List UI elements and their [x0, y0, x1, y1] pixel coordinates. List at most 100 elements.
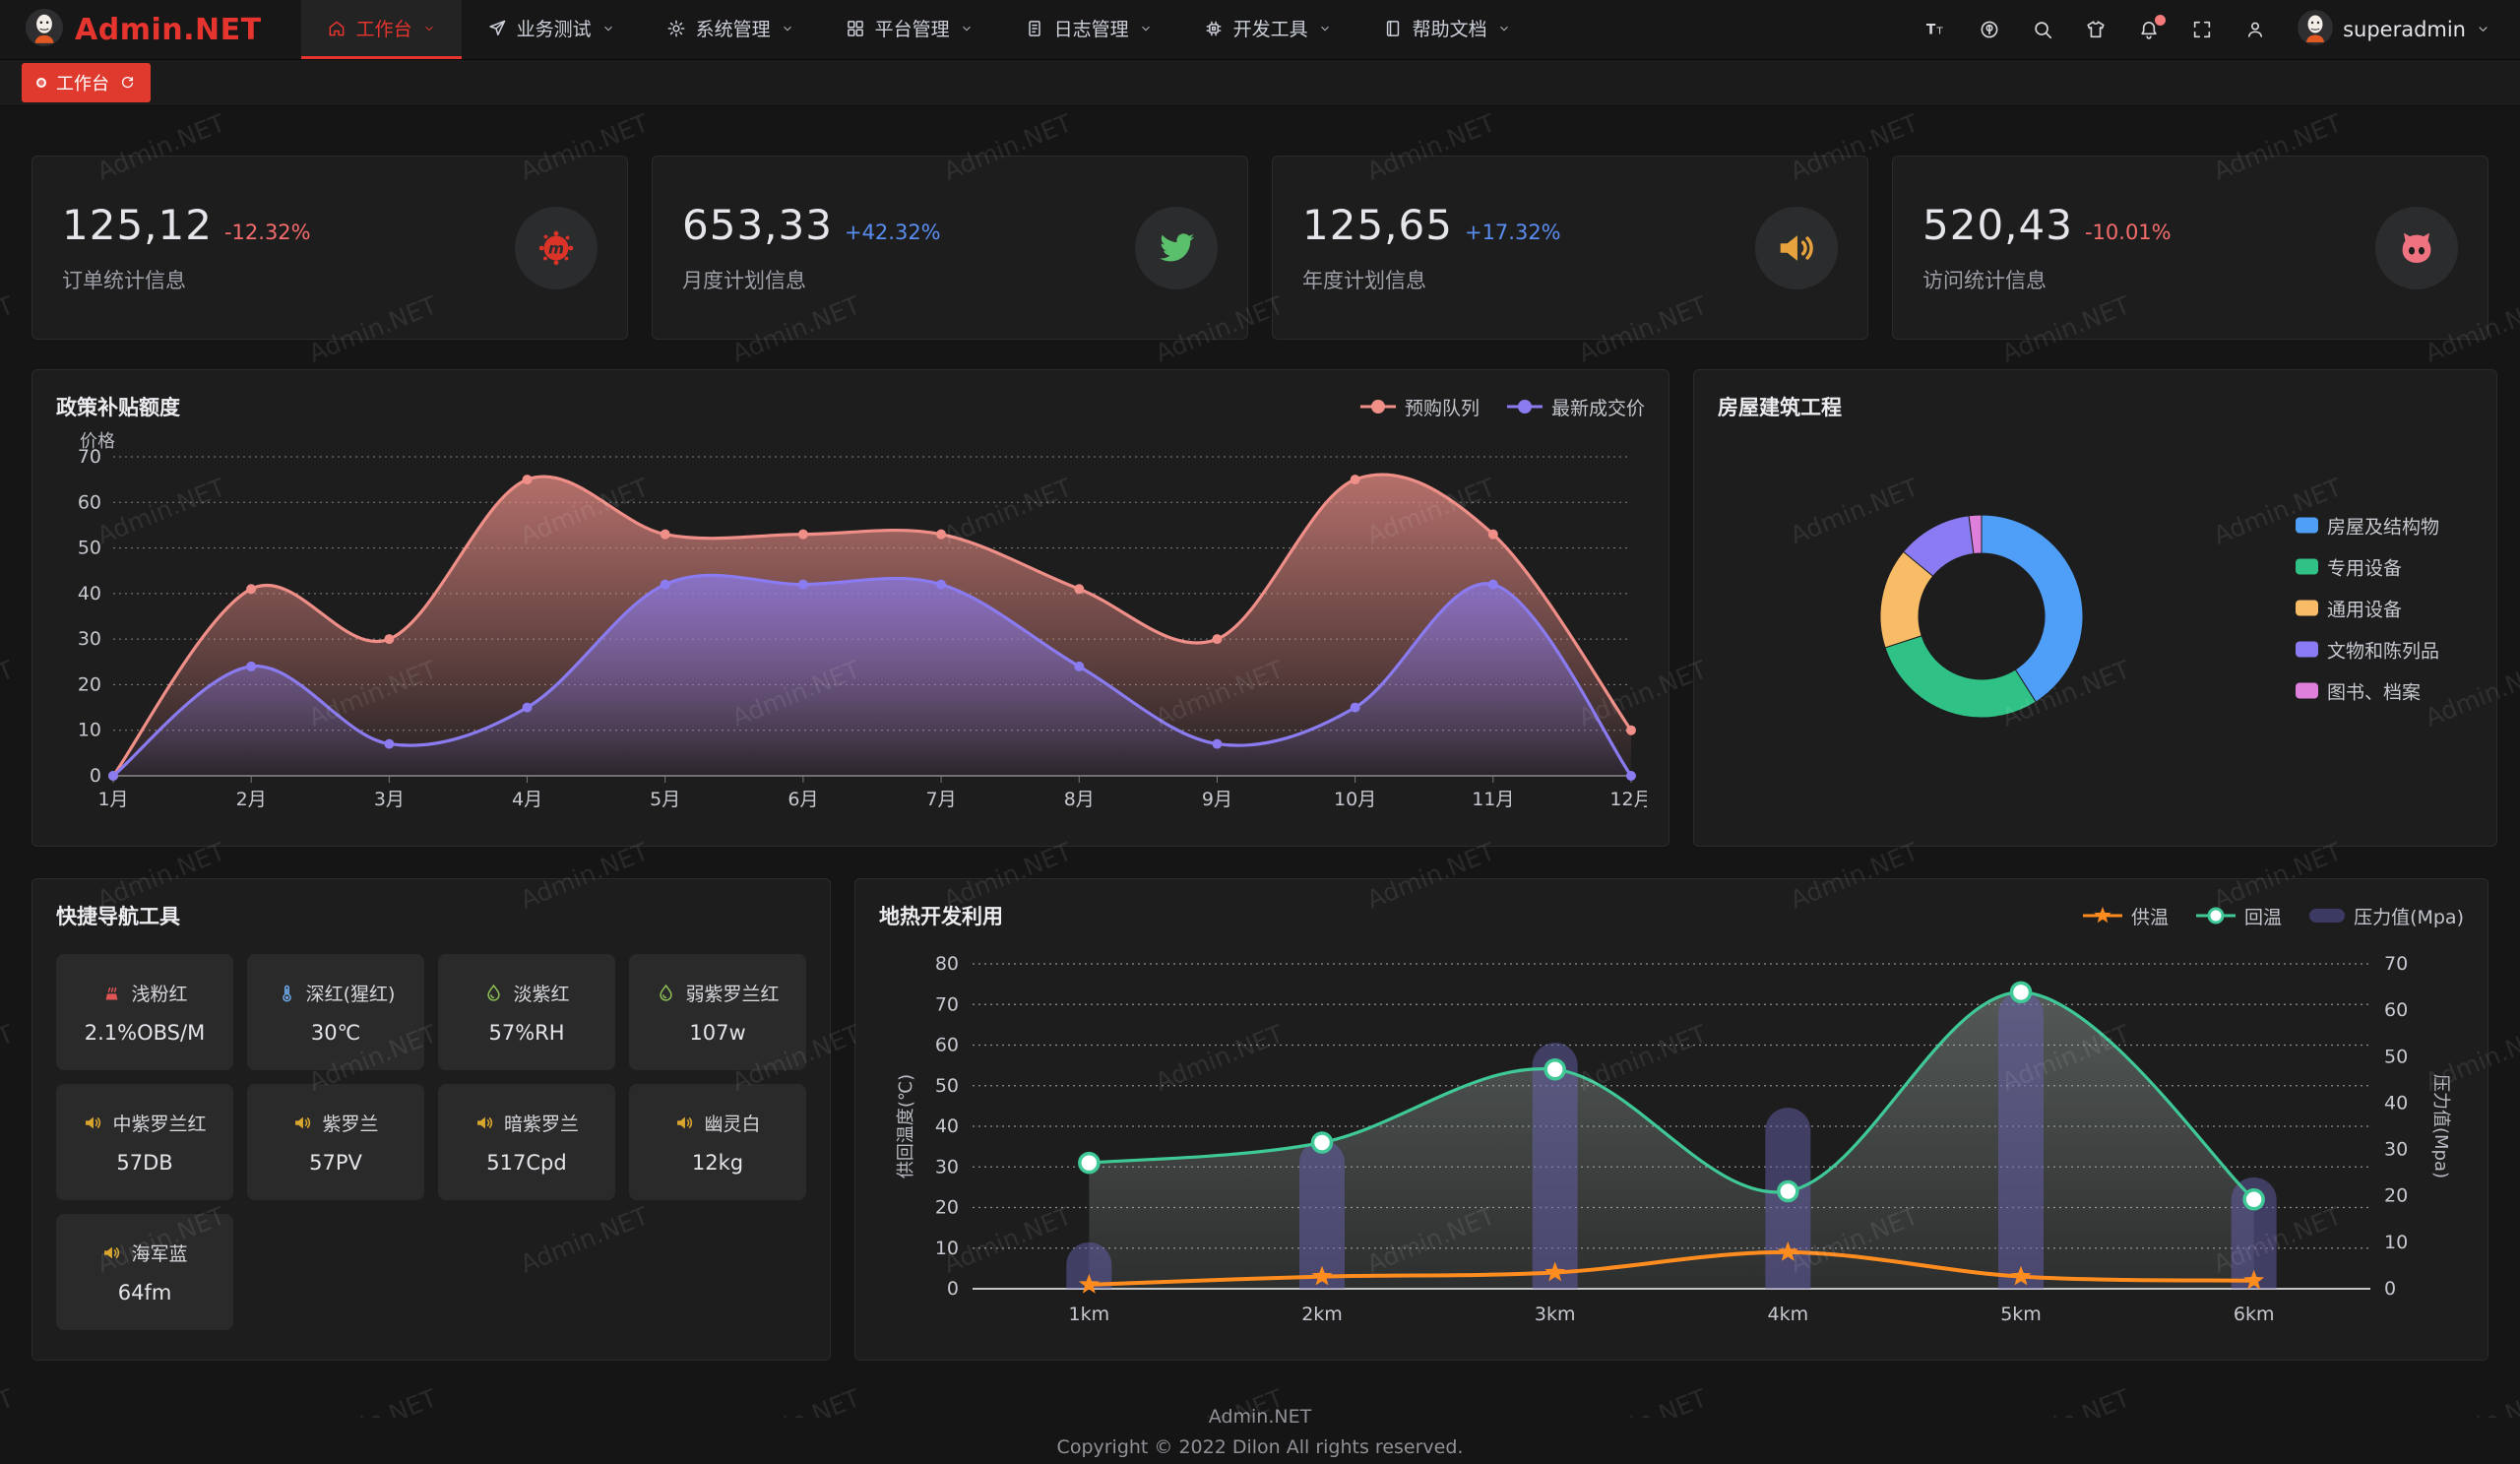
svg-text:压力值(Mpa): 压力值(Mpa) [2430, 1074, 2451, 1178]
quick-nav-button-1[interactable]: 深红(猩红) 30℃ [247, 954, 424, 1070]
panel-quick-nav: 快捷导航工具 浅粉红 2.1%OBS/M 深红(猩红) 30℃ 淡紫红 57%RH 弱紫罗兰… [32, 878, 831, 1361]
brand[interactable]: Admin.NET [0, 0, 301, 59]
svg-text:30: 30 [78, 628, 101, 650]
speaker-icon [292, 1113, 313, 1133]
chevron-down-icon [422, 22, 436, 35]
droplet-icon [483, 983, 504, 1003]
grid-icon [846, 19, 865, 38]
quick-nav-title: 紫罗兰 [322, 1114, 379, 1135]
chevron-down-icon [960, 22, 974, 35]
mixed-chart-svg: 0 10 20 30 40 50 60 70 80 0 10 20 30 40 50 60 70 供回温度(℃) 压… [896, 953, 2451, 1325]
chevron-down-icon [1139, 22, 1153, 35]
menu-item-label: 日志管理 [1053, 19, 1129, 40]
svg-text:60: 60 [935, 1035, 959, 1056]
theme-icon[interactable] [2085, 19, 2107, 40]
legend-item[interactable]: 房屋及结构物 [2295, 512, 2439, 539]
menu-item-label: 业务测试 [516, 19, 592, 40]
menu-item-gear[interactable]: 系统管理 [641, 0, 820, 59]
thermometer-icon [277, 983, 297, 1003]
quick-nav-title: 弱紫罗兰红 [685, 984, 780, 1005]
user-menu[interactable]: superadmin [2298, 9, 2490, 50]
svg-text:7月: 7月 [926, 789, 957, 810]
notification-icon[interactable] [2138, 15, 2167, 40]
charts-top-row: 政策补贴额度 预购队列 最新成交价 0 10 20 30 40 50 60 70 价格 1月 2月 3月… [32, 369, 2497, 847]
language-icon[interactable] [1979, 19, 2000, 40]
svg-text:3月: 3月 [374, 789, 405, 810]
menu-item-doc[interactable]: 帮助文档 [1357, 0, 1537, 59]
svg-text:80: 80 [935, 953, 959, 975]
quick-nav-value: 57DB [116, 1151, 173, 1175]
legend-item[interactable]: 最新成交价 [1506, 394, 1645, 420]
stat-label: 访问统计信息 [1922, 269, 2047, 292]
logo-avatar-icon [26, 9, 63, 50]
home-icon [327, 19, 346, 38]
svg-text:70: 70 [78, 446, 101, 468]
svg-text:10: 10 [935, 1238, 959, 1259]
stat-label: 月度计划信息 [682, 269, 806, 292]
legend-item[interactable]: 压力值(Mpa) [2309, 903, 2464, 929]
svg-text:5km: 5km [2000, 1304, 2042, 1325]
menu-item-label: 开发工具 [1232, 19, 1308, 40]
svg-text:12月: 12月 [1609, 789, 1647, 810]
fullscreen-icon[interactable] [2191, 19, 2213, 40]
quick-nav-title: 淡紫红 [513, 984, 570, 1005]
quick-nav-button-3[interactable]: 弱紫罗兰红 107w [629, 954, 806, 1070]
menu-item-home[interactable]: 工作台 [300, 0, 462, 59]
donut-chart-legend: 房屋及结构物 专用设备通用设备文物和陈列品 图书、档案 [2295, 512, 2439, 704]
stat-delta: -10.01% [2084, 221, 2172, 244]
quick-nav-title: 暗紫罗兰 [503, 1114, 579, 1135]
svg-text:10: 10 [78, 720, 101, 741]
menu-item-grid[interactable]: 平台管理 [820, 0, 999, 59]
mixed-chart: 0 10 20 30 40 50 60 70 80 0 10 20 30 40 50 60 70 供回温度(℃) 压… [879, 936, 2464, 1338]
footer: Admin.NET Copyright © 2022 Dilon All rig… [32, 1402, 2488, 1464]
log-icon [1025, 19, 1044, 38]
legend-item[interactable]: 文物和陈列品 [2295, 636, 2439, 663]
stat-card-1: 653,33 +42.32% 月度计划信息 [652, 156, 1248, 340]
quick-nav-button-5[interactable]: 紫罗兰 57PV [247, 1084, 424, 1200]
menu-item-log[interactable]: 日志管理 [999, 0, 1178, 59]
tab-bar: 工作台 [0, 60, 2520, 106]
quick-nav-value: 517Cpd [486, 1151, 567, 1175]
tab-workbench[interactable]: 工作台 [22, 63, 151, 102]
quick-nav-title: 幽灵白 [704, 1114, 761, 1135]
svg-text:30: 30 [935, 1156, 959, 1178]
dashboard-main: 125,12 -12.32% 订单统计信息 m 653,33 +42.32% 月度计划信息 1… [0, 156, 2520, 1464]
quick-nav-button-6[interactable]: 暗紫罗兰 517Cpd [438, 1084, 615, 1200]
legend-item[interactable]: 回温 [2196, 903, 2282, 929]
svg-text:60: 60 [2384, 999, 2408, 1021]
droplet-icon [656, 983, 676, 1003]
svg-text:5月: 5月 [650, 789, 680, 810]
stat-delta: -12.32% [223, 221, 311, 244]
refresh-icon[interactable] [119, 75, 136, 92]
svg-text:50: 50 [78, 538, 101, 559]
quick-nav-button-8[interactable]: 海军蓝 64fm [56, 1214, 233, 1330]
quick-nav-button-7[interactable]: 幽灵白 12kg [629, 1084, 806, 1200]
legend-item[interactable]: 供温 [2083, 903, 2169, 929]
quick-nav-button-0[interactable]: 浅粉红 2.1%OBS/M [56, 954, 233, 1070]
quick-nav-button-2[interactable]: 淡紫红 57%RH [438, 954, 615, 1070]
legend-item[interactable]: 专用设备 [2295, 553, 2439, 580]
svg-text:40: 40 [78, 583, 101, 605]
search-icon[interactable] [2032, 19, 2053, 40]
user-icon[interactable] [2244, 19, 2266, 40]
chevron-down-icon [2476, 18, 2490, 41]
svg-text:价格: 价格 [80, 431, 115, 452]
user-avatar [2298, 9, 2334, 50]
stat-delta: +42.32% [844, 221, 941, 244]
username: superadmin [2343, 18, 2466, 41]
chevron-down-icon [601, 22, 615, 35]
panel-policy-subsidy: 政策补贴额度 预购队列 最新成交价 0 10 20 30 40 50 60 70 价格 1月 2月 3月… [32, 369, 1670, 847]
menu-item-send[interactable]: 业务测试 [462, 0, 641, 59]
heater-icon [101, 983, 122, 1003]
quick-nav-button-4[interactable]: 中紫罗兰红 57DB [56, 1084, 233, 1200]
legend-item[interactable]: 图书、档案 [2295, 677, 2439, 704]
quick-nav-title: 浅粉红 [131, 984, 188, 1005]
legend-item[interactable]: 通用设备 [2295, 595, 2439, 621]
mixcloud-icon: m [515, 206, 598, 289]
legend-item[interactable]: 预购队列 [1359, 394, 1480, 420]
menu-item-chip[interactable]: 开发工具 [1178, 0, 1357, 59]
chevron-down-icon [1497, 22, 1511, 35]
svg-text:9月: 9月 [1202, 789, 1232, 810]
chevron-down-icon [781, 22, 794, 35]
